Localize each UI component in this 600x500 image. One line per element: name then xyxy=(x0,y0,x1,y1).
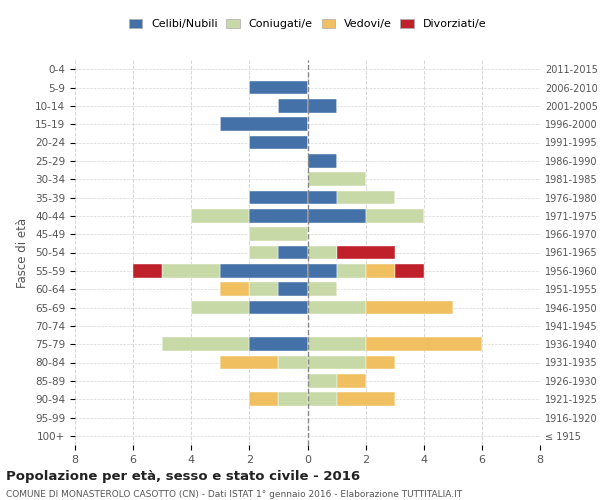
Bar xyxy=(278,392,308,406)
Bar xyxy=(278,246,308,260)
Bar xyxy=(250,228,308,241)
Bar xyxy=(250,338,308,351)
Bar xyxy=(220,356,278,370)
Bar xyxy=(250,392,278,406)
Bar xyxy=(395,264,424,278)
Bar xyxy=(365,264,395,278)
Bar xyxy=(308,392,337,406)
Y-axis label: Fasce di età: Fasce di età xyxy=(16,218,29,288)
Legend: Celibi/Nubili, Coniugati/e, Vedovi/e, Divorziati/e: Celibi/Nubili, Coniugati/e, Vedovi/e, Di… xyxy=(125,16,490,32)
Bar xyxy=(308,246,337,260)
Bar xyxy=(162,264,220,278)
Bar xyxy=(220,264,308,278)
Bar xyxy=(337,264,365,278)
Bar xyxy=(250,246,278,260)
Bar xyxy=(308,374,337,388)
Bar xyxy=(337,374,365,388)
Bar xyxy=(191,209,250,222)
Bar xyxy=(308,154,337,168)
Bar xyxy=(133,264,162,278)
Bar xyxy=(308,99,337,112)
Bar xyxy=(308,356,365,370)
Bar xyxy=(278,282,308,296)
Bar xyxy=(162,338,250,351)
Bar xyxy=(220,118,308,131)
Bar xyxy=(278,356,308,370)
Bar xyxy=(308,338,365,351)
Bar xyxy=(308,300,365,314)
Text: COMUNE DI MONASTEROLO CASOTTO (CN) - Dati ISTAT 1° gennaio 2016 - Elaborazione T: COMUNE DI MONASTEROLO CASOTTO (CN) - Dat… xyxy=(6,490,462,499)
Bar xyxy=(278,99,308,112)
Bar xyxy=(365,338,482,351)
Bar xyxy=(308,264,337,278)
Bar xyxy=(220,282,250,296)
Bar xyxy=(337,246,395,260)
Bar xyxy=(250,209,308,222)
Bar xyxy=(308,209,365,222)
Bar xyxy=(365,300,453,314)
Bar xyxy=(250,282,278,296)
Bar xyxy=(337,392,395,406)
Bar xyxy=(250,190,308,204)
Bar xyxy=(308,190,337,204)
Bar xyxy=(191,300,250,314)
Bar xyxy=(337,190,395,204)
Bar xyxy=(308,172,365,186)
Bar xyxy=(250,136,308,149)
Bar xyxy=(250,80,308,94)
Bar xyxy=(365,209,424,222)
Text: Popolazione per età, sesso e stato civile - 2016: Popolazione per età, sesso e stato civil… xyxy=(6,470,360,483)
Bar xyxy=(308,282,337,296)
Bar xyxy=(250,300,308,314)
Bar xyxy=(365,356,395,370)
